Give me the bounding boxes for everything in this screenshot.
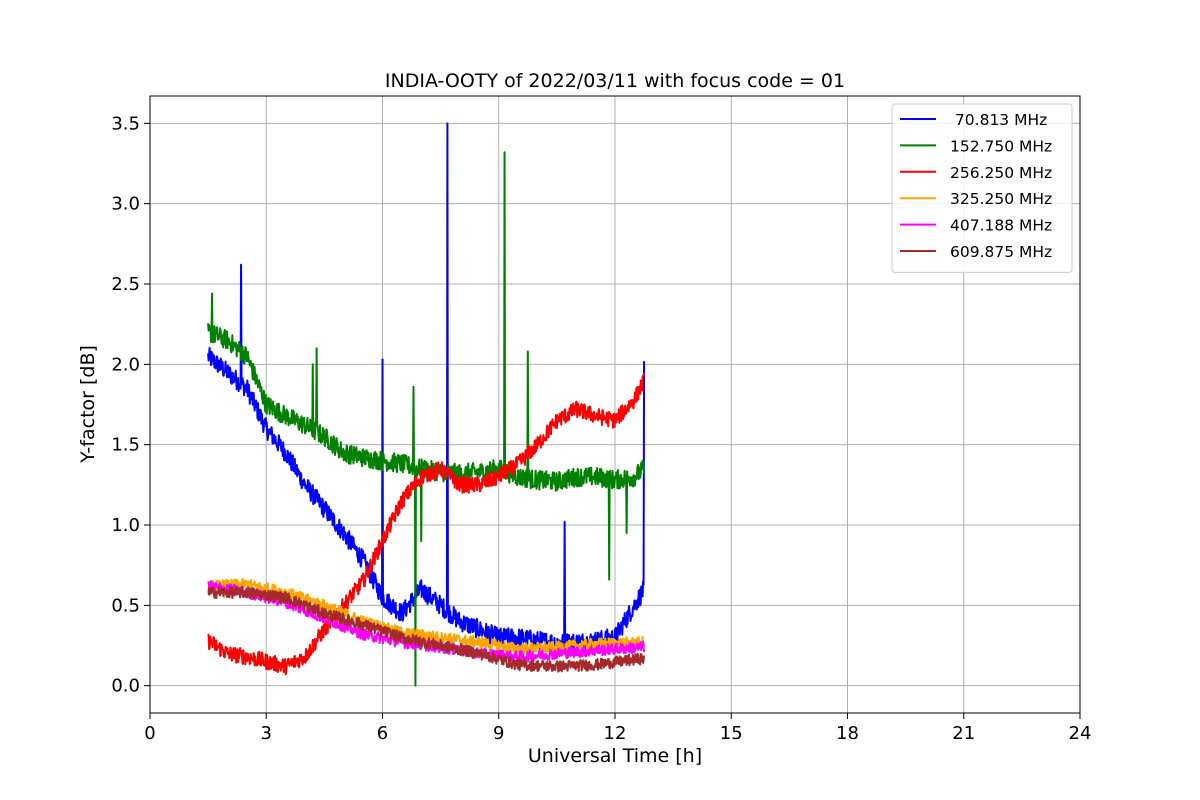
y-tick-label: 0.0	[111, 676, 140, 697]
series-line-5	[207, 585, 646, 673]
x-tick-label: 6	[377, 723, 388, 744]
series-layer	[207, 122, 646, 687]
legend-box	[891, 103, 1073, 273]
legend-entry-label: 407.188 MHz	[950, 217, 1052, 235]
series-line-2	[207, 372, 646, 676]
x-tick-label: 9	[493, 723, 504, 744]
series-line-0	[207, 122, 646, 653]
legend-entry-label: 152.750 MHz	[950, 137, 1052, 155]
x-tick-label: 12	[604, 723, 627, 744]
series-line-4	[207, 580, 646, 663]
series-line-1	[207, 151, 646, 687]
legend-entry-label: 70.813 MHz	[950, 111, 1047, 129]
x-tick-label: 0	[144, 723, 155, 744]
y-tick-label: 0.5	[111, 595, 140, 616]
x-tick-label: 21	[952, 723, 975, 744]
axis-ticks: 0 3 6 9 12 15 18 21 24 0.0 0.5 1.0 1.5 2.0 2.5 3.0 3.5	[111, 113, 1091, 744]
y-tick-label: 3.0	[111, 194, 140, 215]
legend-entry-label: 609.875 MHz	[950, 243, 1052, 261]
legend-entry-label: 325.250 MHz	[950, 190, 1052, 208]
y-tick-label: 1.0	[111, 515, 140, 536]
x-tick-label: 18	[836, 723, 859, 744]
x-axis-label: Universal Time [h]	[528, 745, 702, 767]
series-line-3	[207, 578, 646, 655]
y-tick-label: 2.5	[111, 274, 140, 295]
chart-title: INDIA-OOTY of 2022/03/11 with focus code…	[385, 70, 845, 92]
y-tick-label: 3.5	[111, 113, 140, 134]
legend: 70.813 MHz 152.750 MHz 256.250 MHz 325.250 …	[891, 103, 1073, 273]
x-tick-label: 15	[720, 723, 743, 744]
x-tick-label: 24	[1069, 723, 1092, 744]
y-tick-label: 1.5	[111, 435, 140, 456]
y-tick-label: 2.0	[111, 354, 140, 375]
x-tick-label: 3	[261, 723, 272, 744]
y-axis-label: Y-factor [dB]	[77, 345, 99, 464]
legend-entry-label: 256.250 MHz	[950, 164, 1052, 182]
